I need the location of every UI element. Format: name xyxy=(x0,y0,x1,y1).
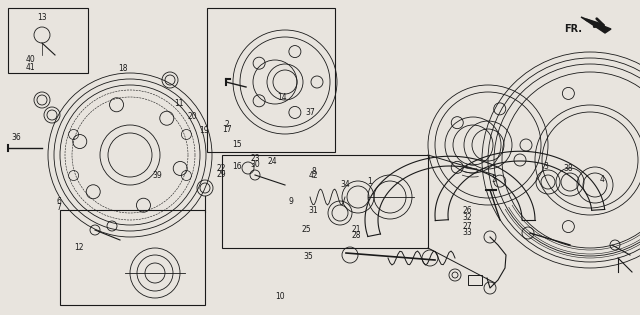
Bar xyxy=(8,8,88,73)
Text: 13: 13 xyxy=(36,14,47,22)
Text: 12: 12 xyxy=(75,243,84,252)
Text: 9: 9 xyxy=(289,197,294,206)
Text: 21: 21 xyxy=(351,226,360,234)
Text: FR.: FR. xyxy=(564,24,582,34)
Text: 20: 20 xyxy=(187,112,197,121)
Text: 24: 24 xyxy=(267,157,277,166)
Text: 14: 14 xyxy=(276,93,287,101)
Text: 10: 10 xyxy=(275,292,285,301)
Text: 3: 3 xyxy=(543,163,548,171)
Polygon shape xyxy=(581,17,611,33)
Text: 29: 29 xyxy=(216,170,227,179)
Text: 42: 42 xyxy=(308,171,319,180)
Text: 38: 38 xyxy=(563,164,573,173)
Text: 37: 37 xyxy=(305,108,316,117)
Text: 2: 2 xyxy=(225,120,230,129)
Text: 26: 26 xyxy=(462,206,472,215)
Text: 25: 25 xyxy=(301,226,311,234)
Text: 32: 32 xyxy=(462,213,472,222)
Bar xyxy=(207,8,335,152)
Bar xyxy=(222,155,428,248)
Text: 39: 39 xyxy=(152,171,162,180)
Text: 1: 1 xyxy=(367,177,372,186)
Text: 23: 23 xyxy=(250,154,260,163)
Text: 16: 16 xyxy=(232,163,242,171)
Text: 33: 33 xyxy=(462,228,472,237)
Text: 15: 15 xyxy=(232,140,242,149)
Text: 31: 31 xyxy=(308,206,319,215)
Bar xyxy=(468,275,482,285)
Text: 22: 22 xyxy=(217,164,226,173)
Text: 11: 11 xyxy=(175,100,184,108)
Text: 19: 19 xyxy=(198,126,209,135)
Text: 30: 30 xyxy=(250,160,260,169)
Text: 6: 6 xyxy=(56,197,61,206)
Bar xyxy=(60,210,205,305)
Text: 4: 4 xyxy=(599,175,604,184)
Text: 5: 5 xyxy=(492,175,497,184)
Text: 35: 35 xyxy=(303,252,314,261)
Text: 28: 28 xyxy=(351,231,360,240)
Text: 41: 41 xyxy=(25,63,35,72)
Text: 34: 34 xyxy=(340,180,351,189)
Text: 18: 18 xyxy=(118,64,127,73)
Text: 27: 27 xyxy=(462,222,472,231)
Text: 17: 17 xyxy=(222,125,232,134)
Text: 7: 7 xyxy=(56,203,61,212)
Text: 40: 40 xyxy=(25,55,35,64)
Text: 36: 36 xyxy=(11,134,21,142)
Text: 8: 8 xyxy=(311,167,316,176)
